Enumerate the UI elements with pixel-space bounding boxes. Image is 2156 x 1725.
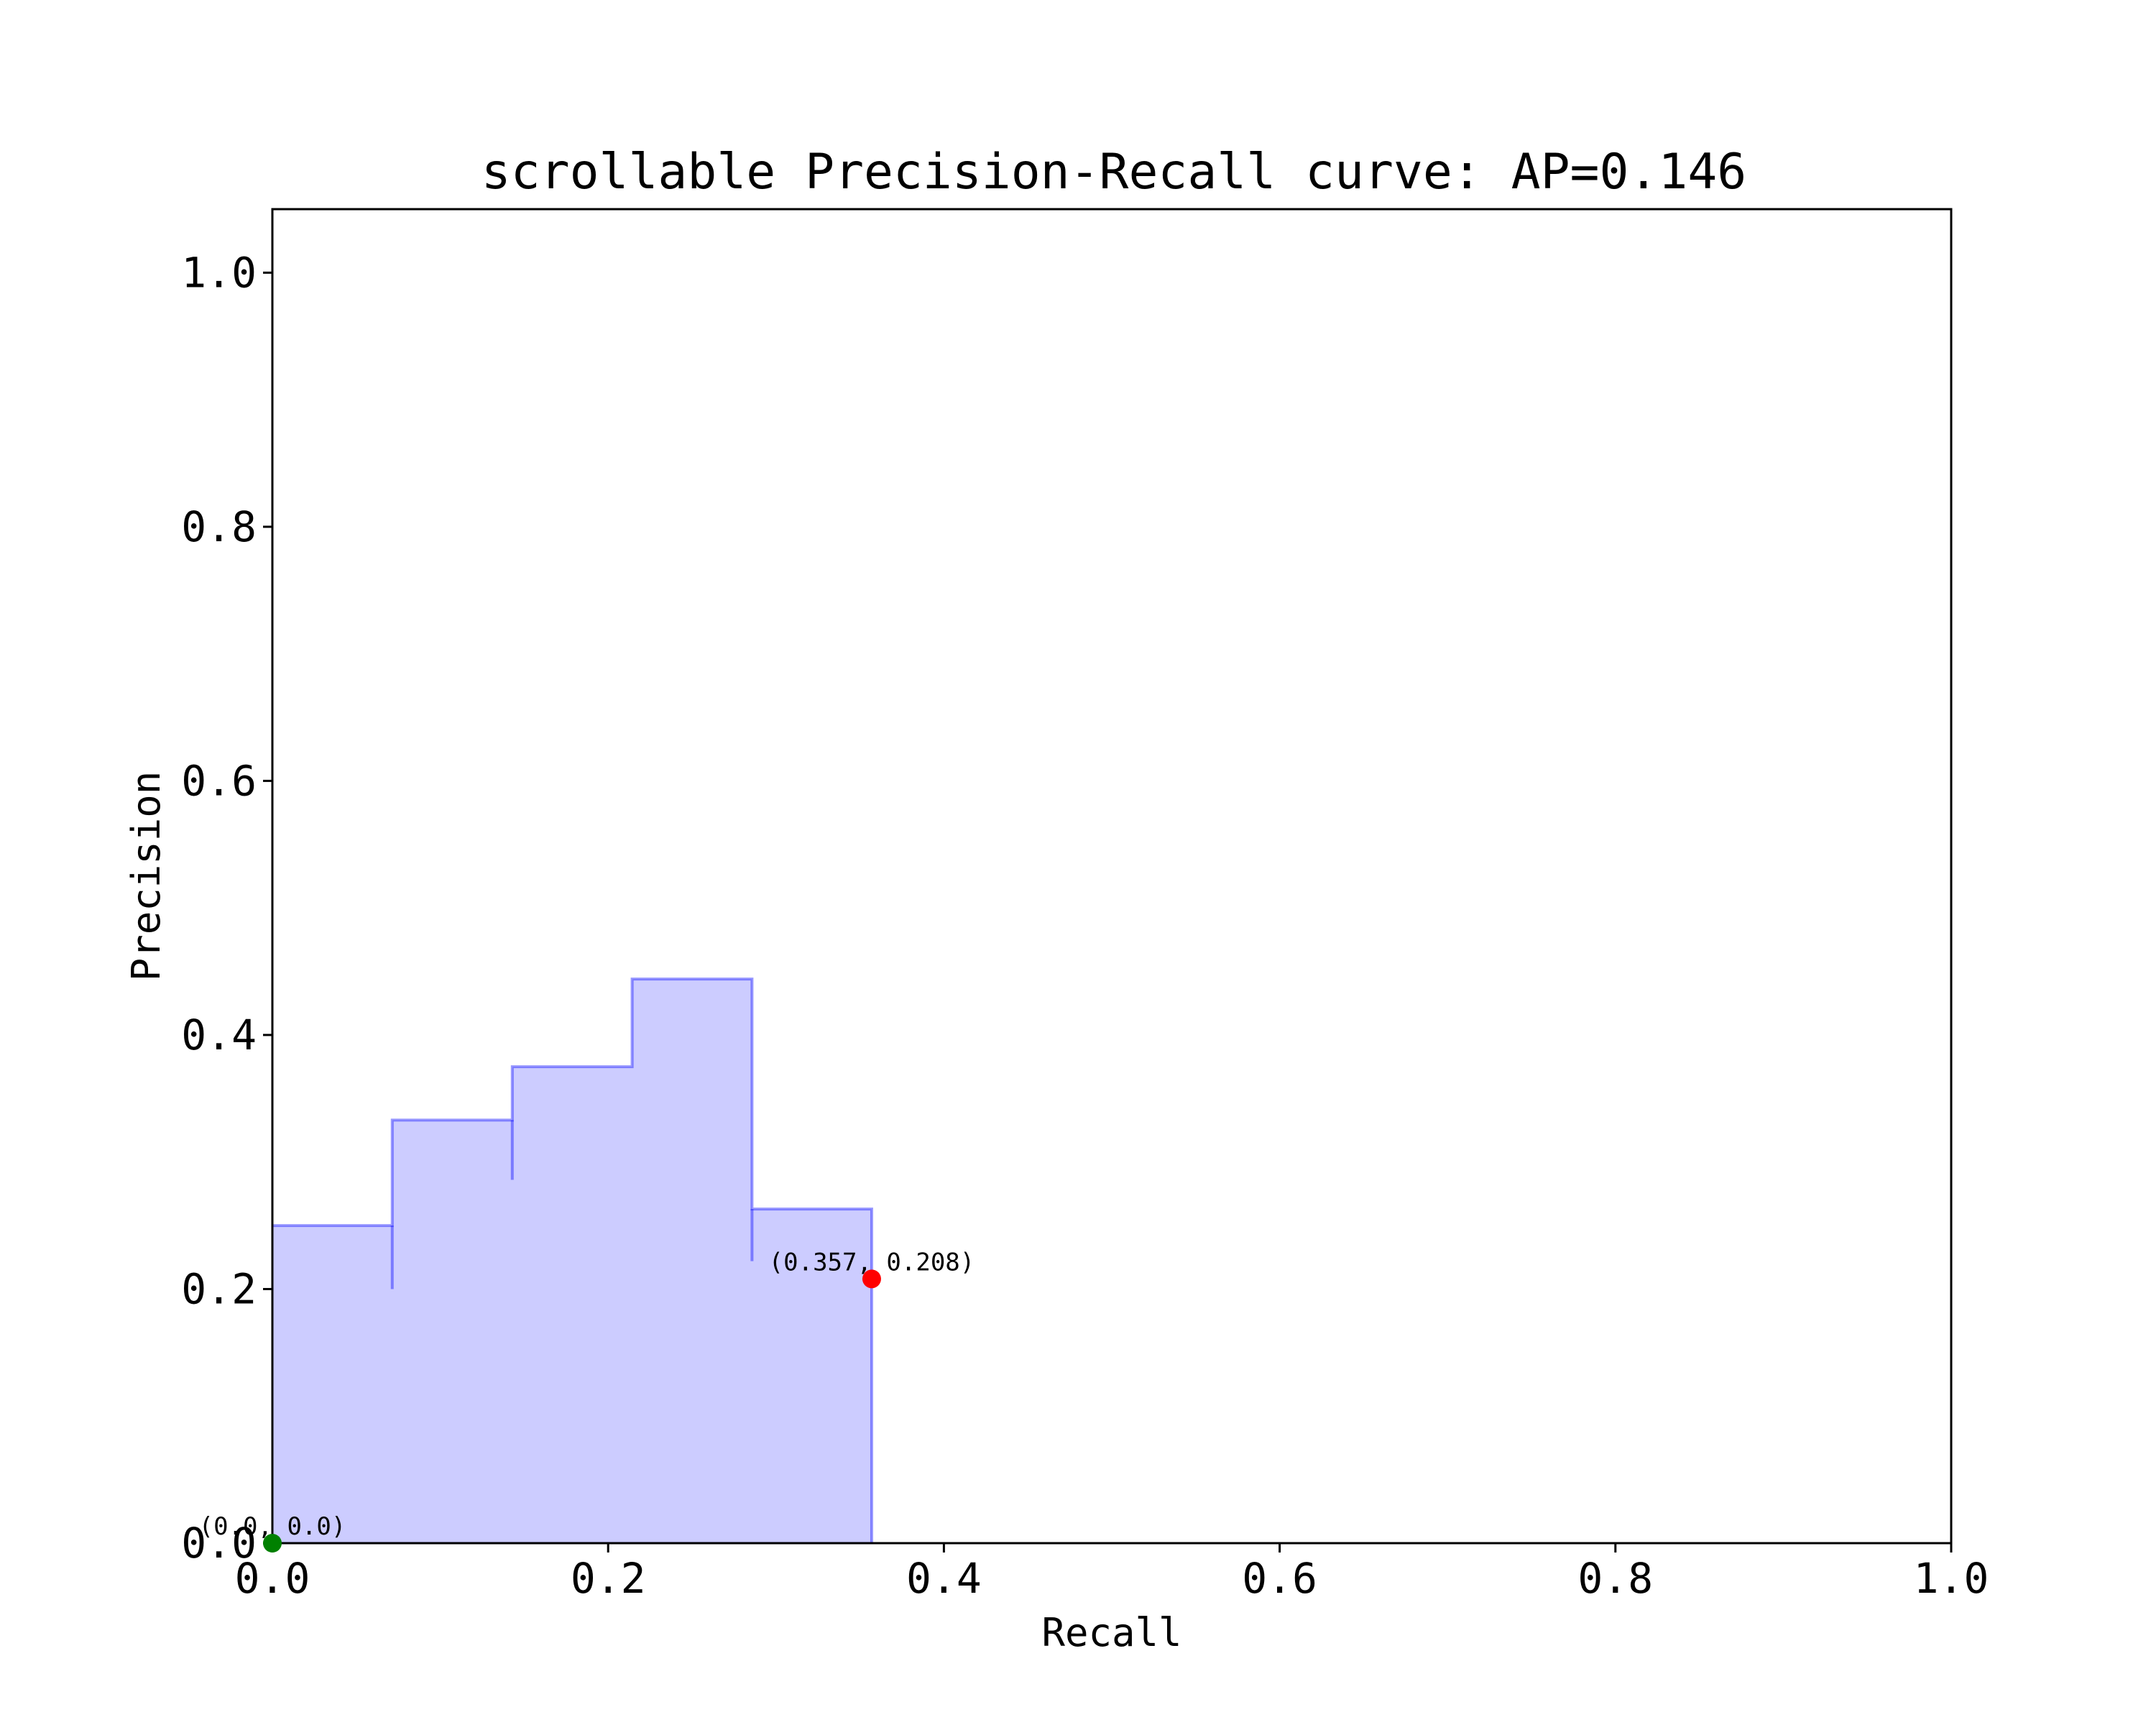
pr-area-fill (272, 979, 872, 1543)
y-tick-label: 0.6 (181, 756, 257, 805)
x-axis: 0.0 0.2 0.4 0.6 0.8 1.0 (235, 1543, 1989, 1603)
x-tick-label: 0.4 (906, 1554, 982, 1603)
point-marker (862, 1269, 881, 1289)
chart-title: scrollable Precision-Recall curve: AP=0.… (482, 144, 1746, 201)
x-tick-label: 0.0 (235, 1554, 310, 1603)
point-marker (263, 1534, 282, 1552)
point-label: (0.357, 0.208) (769, 1248, 975, 1276)
x-tick-label: 0.8 (1577, 1554, 1653, 1603)
y-axis: 0.0 0.2 0.4 0.6 0.8 1.0 (181, 248, 272, 1568)
pr-curve-line (272, 978, 873, 1543)
y-axis-label: Precision (124, 771, 169, 982)
x-tick-label: 0.2 (571, 1554, 646, 1603)
x-tick-label: 1.0 (1914, 1554, 1989, 1603)
point-label: (0.0, 0.0) (199, 1512, 346, 1541)
y-tick-label: 1.0 (181, 248, 257, 297)
y-tick-label: 0.8 (181, 502, 257, 551)
plot-frame (271, 208, 1953, 1545)
plot-area (272, 978, 873, 1543)
y-tick-label: 0.0 (181, 1519, 257, 1568)
y-tick-label: 0.4 (181, 1011, 257, 1059)
x-tick-label: 0.6 (1242, 1554, 1317, 1603)
x-axis-label: Recall (1041, 1610, 1181, 1655)
marker-points: (0.357, 0.208) (0.0, 0.0) (199, 1248, 975, 1552)
y-tick-label: 0.2 (181, 1264, 257, 1313)
